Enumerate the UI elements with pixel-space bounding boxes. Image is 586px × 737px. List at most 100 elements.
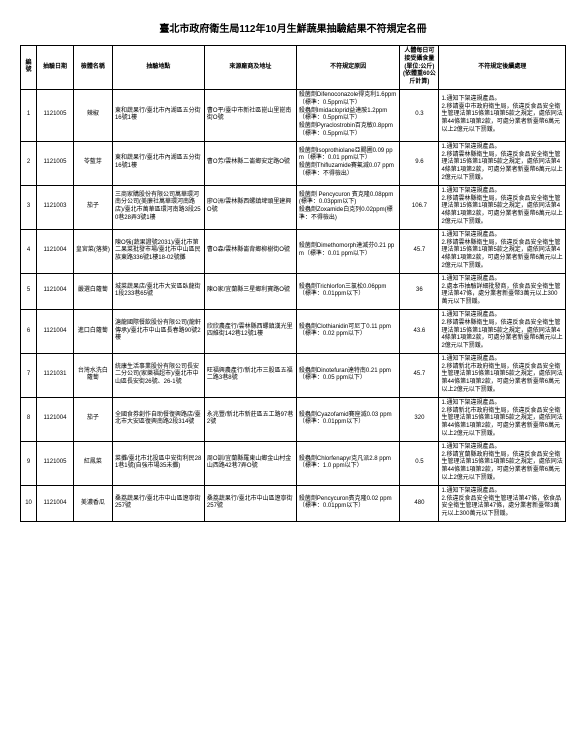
cell-limit: 106.7 (400, 185, 439, 229)
cell-reason: 殺菌劑Isoprothiolane亞賜圃0.09 ppm（標準：0.01 ppm… (296, 141, 399, 185)
cell-reason: 殺蟲劑Trichlorfon三氯松0.06ppm（標準：0.01ppm以下） (296, 273, 399, 309)
cell-limit: 320 (400, 397, 439, 441)
table-row: 21121005苓藍芽東和蔬果行/臺北市內湖區五分街16號1樓曹O芳/雲林縣二崙… (21, 141, 566, 185)
cell-date: 1121005 (37, 441, 74, 485)
cell-limit: 0.5 (400, 441, 439, 485)
cell-no: 3 (21, 185, 37, 229)
cell-date: 1121031 (37, 353, 74, 397)
cell-loc: 東和蔬果行/臺北市內湖區五分街16號1樓 (112, 89, 204, 141)
cell-name: 進口白蘿蔔 (73, 309, 112, 353)
results-table: 編號 抽驗日期 檢體名稱 抽驗地點 來源廠商及地址 不符規定原因 人體每日可接受… (20, 45, 566, 522)
cell-reason: 殺蟲劑Clothianidin可尼丁0.11 ppm（標準：0.02 ppm以下… (296, 309, 399, 353)
cell-action: 1.通知下架違規產品。2.移請新北市政府衛生局，依違反食品安全衛生管理法第15條… (439, 353, 566, 397)
cell-date: 1121004 (37, 229, 74, 273)
cell-action: 1.通知下架違規產品。2.移請雲林縣衛生局，依違反食品安全衛生管理法第15條第1… (439, 309, 566, 353)
cell-loc: 全國食券創作自助餐復興路店/臺北市大安區復興南路2段314號 (112, 397, 204, 441)
cell-no: 1 (21, 89, 37, 141)
cell-date: 1121005 (37, 141, 74, 185)
header-name: 檢體名稱 (73, 46, 112, 90)
cell-no: 7 (21, 353, 37, 397)
table-row: 61121004進口白蘿蔔溏龍國際餐飲股份有限公司(龍軒傳承)/臺北市中山區長春… (21, 309, 566, 353)
cell-src: 曹O平/臺中市新社區崑山里崑南街O號 (204, 89, 296, 141)
cell-action: 1.通知下架違規產品。2.移請宜蘭縣政府衛生局，依違反食品安全衛生管理法第15條… (439, 441, 566, 485)
cell-no: 10 (21, 485, 37, 521)
table-row: 31121003茄子三商家購股份有限公司萬華環河南分公司(美廉社萬華環河南路店)… (21, 185, 566, 229)
cell-src: 陳O家/宜蘭縣三星鄉利寶路O號 (204, 273, 296, 309)
cell-action: 1.通知下架違規產品。2.移請雲林縣衛生局，依違反食品安全衛生管理法第15條第1… (439, 229, 566, 273)
cell-reason: 殺菌劑 Pencycuron 賓克隆0.08ppm(標準：0.03ppm以下)殺… (296, 185, 399, 229)
cell-date: 1121003 (37, 185, 74, 229)
cell-limit: 480 (400, 485, 439, 521)
cell-name: 苓藍芽 (73, 141, 112, 185)
cell-date: 1121004 (37, 485, 74, 521)
page-title: 臺北市政府衛生局112年10月生鮮蔬果抽驗結果不符規定名冊 (20, 20, 566, 35)
cell-reason: 殺蟲劑Chlorfenapyr克凡派2.8 ppm（標準：1.0 ppm以下） (296, 441, 399, 485)
cell-no: 8 (21, 397, 37, 441)
cell-action: 1.通知下架違規產品。2.移請雲林縣衛生局，依違反食品安全衛生管理法第15條第1… (439, 141, 566, 185)
cell-no: 5 (21, 273, 37, 309)
cell-limit: 0.3 (400, 89, 439, 141)
table-row: 101121004美濃香瓜桑荔蔬果行/臺北市中山區遼寧街257號桑荔蔬果行/臺北… (21, 485, 566, 521)
cell-date: 1121005 (37, 89, 74, 141)
cell-action: 1.通知下架違規產品。2.依違反食品安全衛生管理法第47條，依食品安全衛生管理法… (439, 485, 566, 521)
cell-loc: 東和蔬果行/臺北市內湖區五分街16號1樓 (112, 141, 204, 185)
cell-loc: 桑荔蔬果行/臺北市中山區遼寧街257號 (112, 485, 204, 521)
cell-reason: 殺蟲劑Dinotefuran達特南0.21 ppm（標準：0.05 ppm以下） (296, 353, 399, 397)
cell-reason: 殺菌劑Dimethomorph達滅芬0.21 ppm（標準：0.01 ppm以下… (296, 229, 399, 273)
cell-date: 1121004 (37, 309, 74, 353)
cell-src: 曹O森/雲林縣崙背鄉柳樹街O號 (204, 229, 296, 273)
header-reason: 不符規定原因 (296, 46, 399, 90)
cell-no: 2 (21, 141, 37, 185)
cell-no: 9 (21, 441, 37, 485)
header-limit: 人體每日可接受攝食量(單位:公斤)(依體重60公斤計算) (400, 46, 439, 90)
cell-reason: 殺蟲劑Cyazofamid賽座滅0.03 ppm（標準：0.01ppm以下） (296, 397, 399, 441)
cell-name: 美濃香瓜 (73, 485, 112, 521)
table-header-row: 編號 抽驗日期 檢體名稱 抽驗地點 來源廠商及地址 不符規定原因 人體每日可接受… (21, 46, 566, 90)
cell-src: 欣欣農產行/雲林縣西螺鎮漢光里四維街142巷12號1樓 (204, 309, 296, 353)
header-action: 不符規定後續處理 (439, 46, 566, 90)
header-loc: 抽驗地點 (112, 46, 204, 90)
table-row: 71121031台灣水洗白蘿蔔統康生活事業股份有限公司長安二分公司(家樂福超市)… (21, 353, 566, 397)
header-date: 抽驗日期 (37, 46, 74, 90)
table-row: 11121005辣椒東和蔬果行/臺北市內湖區五分街16號1樓曹O平/臺中市新社區… (21, 89, 566, 141)
cell-loc: 統康生活事業股份有限公司長安二分公司(家樂福超市)/臺北市中山區長安街26號、2… (112, 353, 204, 397)
cell-name: 茄子 (73, 185, 112, 229)
header-no: 編號 (21, 46, 37, 90)
cell-name: 嚴選白蘿蔔 (73, 273, 112, 309)
table-row: 81121004茄子全國食券創作自助餐復興路店/臺北市大安區復興南路2段314號… (21, 397, 566, 441)
cell-no: 6 (21, 309, 37, 353)
cell-src: 旺福興農產行/新北市三股區五福二路3巷8號 (204, 353, 296, 397)
table-row: 91121005紅鳳菜菜攤/臺北市北投區中安街利民281巷1號(自強市場35未攤… (21, 441, 566, 485)
cell-src: 周O訓/宜蘭縣羅東山鄉金山村金山西路42巷7弄O號 (204, 441, 296, 485)
table-row: 41121004皇宮菜(落葵)陳O強(蔬果證號2031)/臺北市第二果菜批發市場… (21, 229, 566, 273)
cell-no: 4 (21, 229, 37, 273)
cell-src: 永兆豐/新北市新莊區五工路97巷2號 (204, 397, 296, 441)
cell-loc: 菜攤/臺北市北投區中安街利民281巷1號(自強市場35未攤) (112, 441, 204, 485)
cell-name: 台灣水洗白蘿蔔 (73, 353, 112, 397)
cell-action: 1.通知下架違規產品。2.處本市抽驗詳細批發商，依食品安全衛生管理法第47條，處… (439, 273, 566, 309)
cell-limit: 45.7 (400, 353, 439, 397)
header-src: 來源廠商及地址 (204, 46, 296, 90)
cell-reason: 殺菌劑Pencycuron賓克隆0.02 ppm（標準：0.01ppm以下） (296, 485, 399, 521)
table-row: 51121004嚴選白蘿蔔城菜蔬果店/臺北市大安區臥龍街1段233巷65號陳O家… (21, 273, 566, 309)
cell-date: 1121004 (37, 397, 74, 441)
cell-reason: 殺菌劑Difenoconazole得克利1.6ppm（標準：0.5ppm以下）殺… (296, 89, 399, 141)
cell-loc: 城菜蔬果店/臺北市大安區臥龍街1段233巷65號 (112, 273, 204, 309)
cell-name: 皇宮菜(落葵) (73, 229, 112, 273)
cell-loc: 溏龍國際餐飲股份有限公司(龍軒傳承)/臺北市中山區長春路90號2樓 (112, 309, 204, 353)
cell-loc: 三商家購股份有限公司萬華環河南分公司(美廉社萬華環河南路店)/臺北市萬華區環河南… (112, 185, 204, 229)
cell-action: 1.通知下架違規產品。2.移請臺中市政府衛生局，依違反食品安全衛生管理法第15條… (439, 89, 566, 141)
cell-src: 曹O芳/雲林縣二崙鄉安定路O號 (204, 141, 296, 185)
cell-limit: 9.6 (400, 141, 439, 185)
cell-src: 桑荔蔬果行/臺北市中山區遼寧街257號 (204, 485, 296, 521)
cell-name: 茄子 (73, 397, 112, 441)
cell-loc: 陳O強(蔬果證號2031)/臺北市第二果菜批發市場/臺北市中山區民族東路336號… (112, 229, 204, 273)
cell-src: 廖O洲/雲林縣西螺鎮埤頭里建興O號 (204, 185, 296, 229)
cell-action: 1.通知下架違規產品。2.移請雲林縣衛生局，依違反食品安全衛生管理法第15條第1… (439, 185, 566, 229)
cell-name: 紅鳳菜 (73, 441, 112, 485)
cell-action: 1.通知下架違規產品。2.移請新北市政府衛生局，依違反食品安全衛生管理法第15條… (439, 397, 566, 441)
cell-date: 1121004 (37, 273, 74, 309)
cell-limit: 36 (400, 273, 439, 309)
cell-limit: 45.7 (400, 229, 439, 273)
cell-limit: 43.6 (400, 309, 439, 353)
